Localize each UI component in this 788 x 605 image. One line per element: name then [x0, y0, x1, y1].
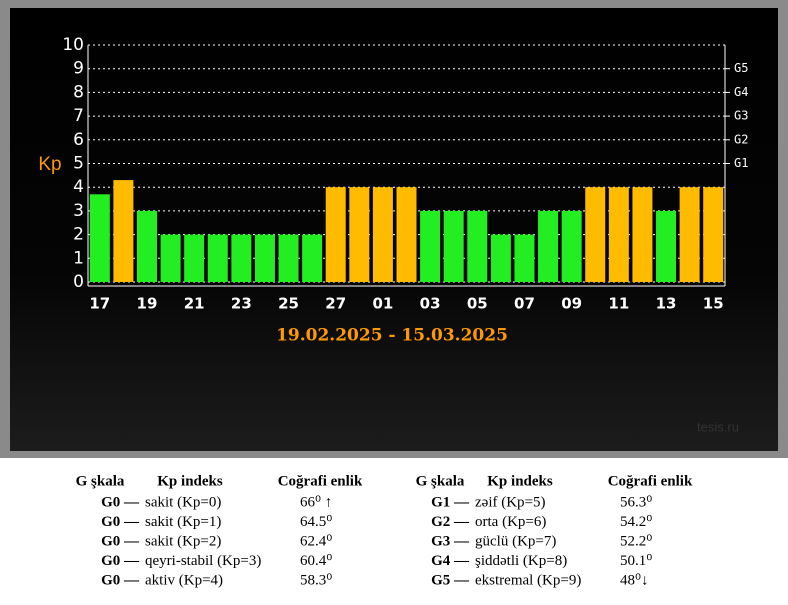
g-level: G0 — [101, 572, 140, 588]
bar [231, 234, 252, 282]
watermark: tesis.ru [697, 419, 739, 434]
bar [467, 210, 488, 282]
g-level: G2 — [431, 514, 470, 530]
y-tick-label: 8 [73, 82, 84, 102]
y-tick-label: 1 [73, 248, 84, 268]
bar [561, 210, 582, 282]
kp-desc: zəif (Kp=5) [475, 494, 546, 510]
table-header: Kp indeks [487, 473, 553, 489]
bar [656, 210, 677, 282]
bar [136, 210, 157, 282]
x-tick-label: 19 [137, 295, 158, 313]
bar [89, 194, 110, 282]
bar [372, 187, 393, 282]
x-tick-label: 11 [608, 295, 629, 313]
latitude: 52.2⁰ [620, 533, 652, 549]
latitude: 48⁰↓ [620, 572, 649, 588]
table-header: G şkala [416, 473, 465, 489]
bar [113, 180, 134, 282]
g-level: G0 — [101, 514, 140, 530]
y-tick-label: 6 [73, 130, 84, 150]
bar [325, 187, 346, 282]
x-tick-label: 25 [278, 295, 299, 313]
y-tick-label: 0 [73, 272, 84, 292]
latitude: 50.1⁰ [620, 553, 652, 569]
g-level: G1 — [431, 494, 470, 510]
bar [278, 234, 299, 282]
y2-tick-label: G1 [734, 156, 748, 170]
y-tick-label: 10 [62, 35, 84, 55]
g-level: G0 — [101, 553, 140, 569]
x-tick-label: 03 [420, 295, 441, 313]
latitude: 62.4⁰ [300, 533, 332, 549]
bar [443, 210, 464, 282]
bar [184, 234, 205, 282]
x-tick-label: 09 [561, 295, 582, 313]
x-tick-label: 15 [703, 295, 724, 313]
bar [514, 234, 535, 282]
bar [160, 234, 181, 282]
latitude: 54.2⁰ [620, 514, 652, 530]
bar [585, 187, 606, 282]
bar [608, 187, 629, 282]
kp-desc: sakit (Kp=1) [145, 514, 221, 530]
latitude: 64.5⁰ [300, 514, 332, 530]
kp-desc: sakit (Kp=2) [145, 533, 221, 549]
g-level: G5 — [431, 572, 470, 588]
table-header: Coğrafi enlik [278, 473, 363, 489]
bar [679, 187, 700, 282]
x-tick-label: 07 [514, 295, 535, 313]
bar [632, 187, 653, 282]
latitude: 56.3⁰ [620, 494, 652, 510]
y-tick-label: 3 [73, 201, 84, 221]
y-tick-label: 9 [73, 59, 84, 79]
y-tick-label: 5 [73, 154, 84, 174]
table-header: Coğrafi enlik [608, 473, 693, 489]
x-tick-label: 27 [325, 295, 346, 313]
x-tick-label: 05 [467, 295, 488, 313]
bar [302, 234, 323, 282]
y2-tick-label: G5 [734, 61, 748, 75]
g-level: G0 — [101, 494, 140, 510]
table-header: G şkala [76, 473, 125, 489]
x-tick-label: 13 [656, 295, 677, 313]
x-tick-label: 01 [372, 295, 393, 313]
bar [490, 234, 511, 282]
bar [396, 187, 417, 282]
y-axis-label: Kp [38, 154, 61, 175]
bar [703, 187, 724, 282]
y-tick-label: 4 [73, 177, 84, 197]
g-level: G4 — [431, 553, 470, 569]
kp-desc: şiddətli (Kp=8) [475, 553, 567, 569]
kp-desc: sakit (Kp=0) [145, 494, 221, 510]
y2-tick-label: G4 [734, 85, 748, 99]
g-level: G0 — [101, 533, 140, 549]
x-tick-label: 21 [184, 295, 205, 313]
y2-tick-label: G2 [734, 132, 748, 146]
g-level: G3 — [431, 533, 470, 549]
kp-desc: güclü (Kp=7) [475, 533, 556, 549]
y2-tick-label: G3 [734, 109, 748, 123]
kp-desc: qeyri-stabil (Kp=3) [145, 553, 261, 569]
bar [538, 210, 559, 282]
kp-desc: orta (Kp=6) [475, 514, 546, 530]
y-tick-label: 7 [73, 106, 84, 126]
y-tick-label: 2 [73, 225, 84, 245]
latitude: 60.4⁰ [300, 553, 332, 569]
subtitle: 19.02.2025 - 15.03.2025 [276, 326, 508, 346]
kp-desc: ekstremal (Kp=9) [475, 572, 581, 588]
bar [254, 234, 275, 282]
latitude: 66⁰ ↑ [300, 494, 332, 510]
kp-desc: aktiv (Kp=4) [145, 572, 223, 588]
x-tick-label: 23 [231, 295, 252, 313]
bar [420, 210, 441, 282]
x-tick-label: 17 [89, 295, 110, 313]
latitude: 58.3⁰ [300, 572, 332, 588]
table-header: Kp indeks [157, 473, 223, 489]
bar [349, 187, 370, 282]
bar [207, 234, 228, 282]
